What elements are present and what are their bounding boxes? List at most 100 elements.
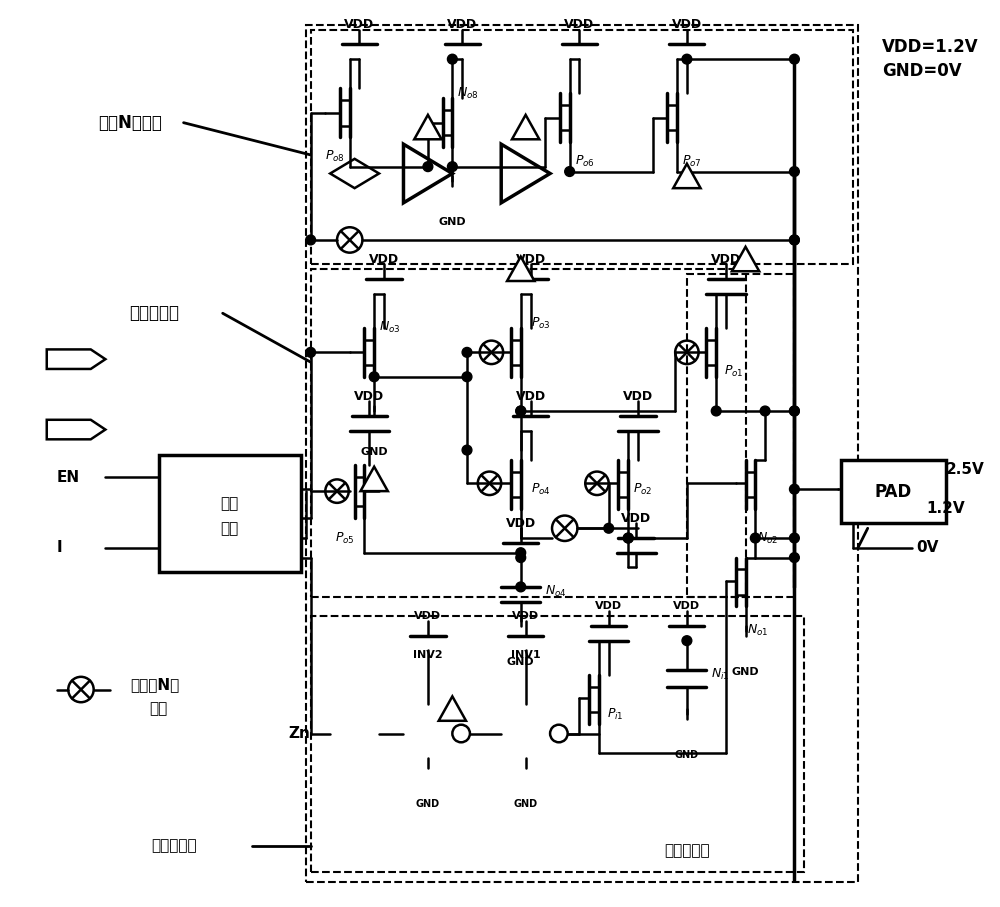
Text: ：浮动N阱: ：浮动N阱 [130, 678, 179, 692]
Polygon shape [732, 247, 759, 271]
Text: GND: GND [439, 218, 466, 228]
Bar [311, 30, 853, 264]
Circle shape [565, 167, 575, 177]
Polygon shape [360, 467, 388, 491]
Circle shape [790, 484, 799, 494]
Text: VDD: VDD [515, 390, 546, 403]
Circle shape [369, 372, 379, 382]
Bar [159, 455, 301, 572]
Text: GND: GND [675, 750, 699, 760]
Text: 1.2V: 1.2V [926, 502, 965, 516]
Circle shape [790, 235, 799, 245]
Text: VDD: VDD [512, 611, 539, 621]
Bar [306, 25, 858, 882]
Circle shape [306, 235, 316, 245]
Text: $P_{o1}$: $P_{o1}$ [724, 365, 744, 379]
Text: $P_{o4}$: $P_{o4}$ [531, 482, 550, 497]
Text: $P_{o8}$: $P_{o8}$ [325, 150, 345, 164]
Text: VDD: VDD [369, 253, 399, 266]
Text: VDD: VDD [711, 253, 741, 266]
Circle shape [447, 54, 457, 64]
Circle shape [462, 372, 472, 382]
Circle shape [423, 161, 433, 171]
Circle shape [790, 235, 799, 245]
Text: I: I [57, 541, 62, 555]
Circle shape [462, 347, 472, 357]
Text: $P_{o6}$: $P_{o6}$ [575, 154, 594, 170]
Text: 栅跟踪电路: 栅跟踪电路 [129, 304, 179, 322]
Text: VDD: VDD [447, 18, 477, 32]
Text: 电路: 电路 [149, 702, 168, 717]
Polygon shape [439, 697, 466, 721]
Text: $N_{o3}$: $N_{o3}$ [379, 320, 401, 336]
Circle shape [516, 406, 526, 416]
Text: GND: GND [360, 447, 388, 457]
Text: VDD: VDD [623, 390, 653, 403]
Circle shape [604, 523, 614, 533]
Text: GND=0V: GND=0V [882, 62, 962, 80]
Text: 预驱: 预驱 [220, 496, 239, 512]
Text: VDD: VDD [414, 611, 441, 621]
Circle shape [516, 582, 526, 591]
Text: $N_{o4}$: $N_{o4}$ [545, 584, 567, 600]
Circle shape [623, 533, 633, 543]
Circle shape [462, 445, 472, 455]
Text: VDD: VDD [595, 601, 622, 611]
Polygon shape [47, 420, 105, 439]
Text: GND: GND [732, 667, 759, 677]
Text: GND: GND [514, 799, 538, 809]
Text: INV1: INV1 [511, 650, 540, 660]
Circle shape [790, 167, 799, 177]
Circle shape [516, 552, 526, 562]
Circle shape [790, 552, 799, 562]
Text: $P_{o5}$: $P_{o5}$ [335, 531, 355, 546]
Polygon shape [47, 349, 105, 369]
Circle shape [790, 406, 799, 416]
Text: VDD: VDD [515, 253, 546, 266]
Circle shape [682, 54, 692, 64]
Circle shape [711, 406, 721, 416]
Polygon shape [330, 159, 379, 188]
Text: 动器: 动器 [220, 521, 239, 536]
Text: VDD: VDD [344, 18, 375, 32]
Circle shape [516, 406, 526, 416]
Text: 0V: 0V [917, 541, 939, 555]
Circle shape [760, 406, 770, 416]
Text: $P_{o2}$: $P_{o2}$ [633, 482, 653, 497]
Bar [687, 274, 794, 597]
Text: $P_{o7}$: $P_{o7}$ [682, 154, 702, 170]
Text: 浮动N阱电路: 浮动N阱电路 [98, 113, 162, 132]
Text: $P_{o3}$: $P_{o3}$ [531, 316, 550, 330]
Text: VDD: VDD [354, 390, 384, 403]
Polygon shape [512, 115, 539, 140]
Text: VDD: VDD [564, 18, 594, 32]
Text: $N_{i1}$: $N_{i1}$ [711, 668, 730, 682]
Text: 输入级电路: 输入级电路 [151, 838, 197, 853]
Circle shape [790, 533, 799, 543]
Text: $P_{i1}$: $P_{i1}$ [607, 707, 623, 721]
Text: VDD=1.2V: VDD=1.2V [882, 38, 979, 56]
Bar [311, 616, 804, 873]
Circle shape [516, 548, 526, 558]
Text: INV2: INV2 [413, 650, 443, 660]
Text: 输出级电路: 输出级电路 [664, 844, 710, 858]
Text: VDD: VDD [506, 517, 536, 530]
Text: EN: EN [57, 470, 80, 485]
Circle shape [790, 406, 799, 416]
Text: VDD: VDD [673, 601, 700, 611]
Circle shape [790, 54, 799, 64]
Circle shape [750, 533, 760, 543]
Polygon shape [414, 115, 442, 140]
Text: $N_{o2}$: $N_{o2}$ [757, 531, 779, 546]
Circle shape [447, 161, 457, 171]
Circle shape [682, 636, 692, 646]
Circle shape [623, 533, 633, 543]
Polygon shape [507, 257, 534, 281]
Text: Zn: Zn [289, 726, 311, 741]
Bar [311, 269, 746, 597]
Polygon shape [673, 164, 701, 188]
Text: VDD: VDD [621, 512, 651, 525]
Text: $N_{o8}$: $N_{o8}$ [457, 86, 479, 101]
Text: VDD: VDD [672, 18, 702, 32]
Bar [841, 460, 946, 523]
